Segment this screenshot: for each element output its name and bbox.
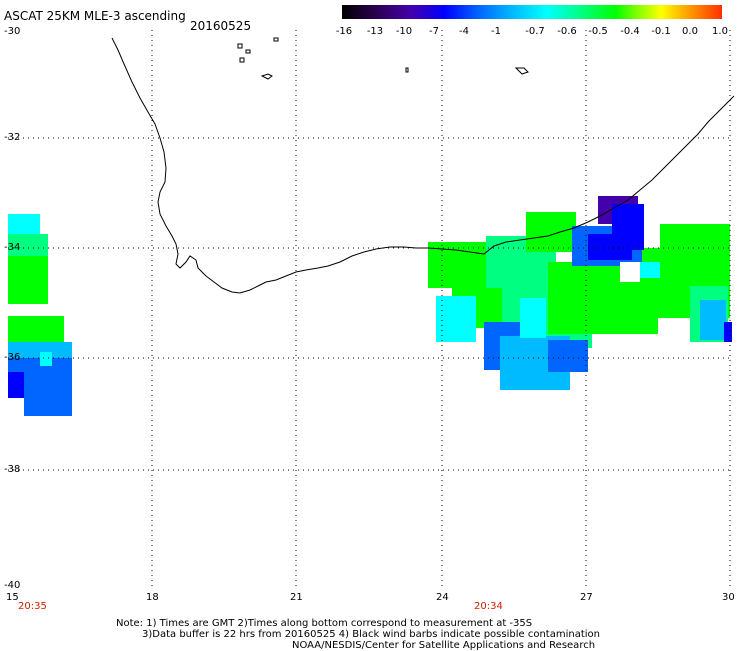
scale-label: -0.7 <box>525 26 545 37</box>
scale-label: -4 <box>459 26 469 37</box>
map-grid <box>8 30 732 588</box>
lon-label: 30 <box>722 592 735 603</box>
lon-label: 18 <box>146 592 159 603</box>
pass-time-east: 20:34 <box>474 601 503 612</box>
lat-label: -36 <box>4 352 21 363</box>
data-swath-west <box>8 214 72 416</box>
scale-label: -16 <box>335 26 353 37</box>
scale-label: 0.0 <box>682 26 698 37</box>
lon-label: 24 <box>436 592 449 603</box>
note-line-3: NOAA/NESDIS/Center for Satellite Applica… <box>292 640 596 651</box>
scale-label: -7 <box>429 26 439 37</box>
lon-label: 27 <box>580 592 593 603</box>
color-scale-bar <box>342 5 722 19</box>
scale-label: -13 <box>366 26 384 37</box>
data-swath-east <box>428 196 732 390</box>
scale-label: -10 <box>395 26 413 37</box>
lat-label: -34 <box>4 242 21 253</box>
scale-label: -0.5 <box>588 26 608 37</box>
note-line-1: Note: 1) Times are GMT 2)Times along bot… <box>116 618 533 629</box>
map-title: ASCAT 25KM MLE-3 ascending <box>4 9 186 23</box>
lat-label: -32 <box>4 132 21 143</box>
coastline <box>111 37 735 294</box>
note-line-2: 3)Data buffer is 22 hrs from 20160525 4)… <box>142 629 600 640</box>
lon-label: 21 <box>290 592 303 603</box>
map-date: 20160525 <box>190 19 252 33</box>
lat-label: -38 <box>4 464 21 475</box>
scale-label: -1 <box>491 26 501 37</box>
scale-label: -0.4 <box>620 26 640 37</box>
scale-label: -0.1 <box>651 26 671 37</box>
lat-label: -40 <box>4 580 21 591</box>
scale-label: -0.6 <box>557 26 577 37</box>
lon-label: 15 <box>6 592 19 603</box>
scale-label: 1.0 <box>712 26 728 37</box>
pass-time-west: 20:35 <box>18 601 47 612</box>
lat-label: -30 <box>4 26 21 37</box>
